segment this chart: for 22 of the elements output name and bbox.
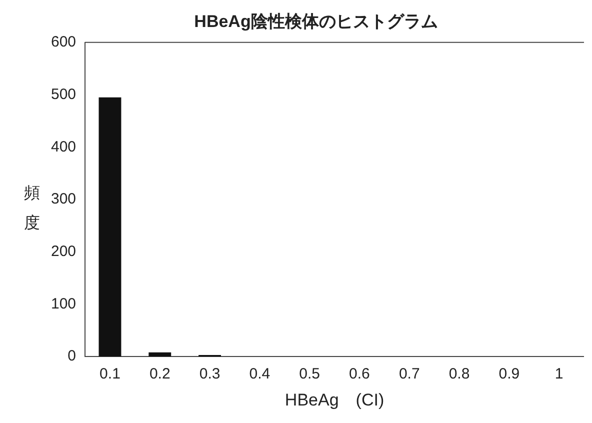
x-tick-label: 0.9 [498, 366, 520, 383]
y-tick-label: 100 [50, 295, 76, 312]
bar [98, 97, 122, 357]
x-tick-label: 0.1 [100, 366, 120, 383]
x-tick-label: 1 [554, 366, 564, 383]
x-tick-label: 0.4 [249, 366, 270, 383]
y-tick-label: 0 [68, 348, 76, 365]
x-tick-label: 0.7 [398, 366, 420, 383]
x-axis-title: HBeAg (CI) [284, 390, 384, 410]
bar [148, 352, 172, 357]
y-tick-label: 600 [50, 34, 76, 51]
y-tick-label: 300 [50, 190, 76, 208]
y-tick-label: 200 [50, 243, 76, 260]
x-tick-label: 0.6 [349, 366, 370, 383]
x-tick-label: 0.8 [448, 366, 470, 383]
y-tick-label: 500 [50, 86, 76, 103]
y-axis-title: 頻度 [24, 182, 41, 234]
y-tick-label: 400 [50, 138, 76, 156]
x-tick-label: 0.5 [299, 366, 320, 383]
x-tick-label: 0.3 [199, 366, 220, 383]
chart-title: HBeAg陰性検体のヒストグラム [194, 12, 438, 31]
x-tick-label: 0.2 [149, 366, 170, 383]
